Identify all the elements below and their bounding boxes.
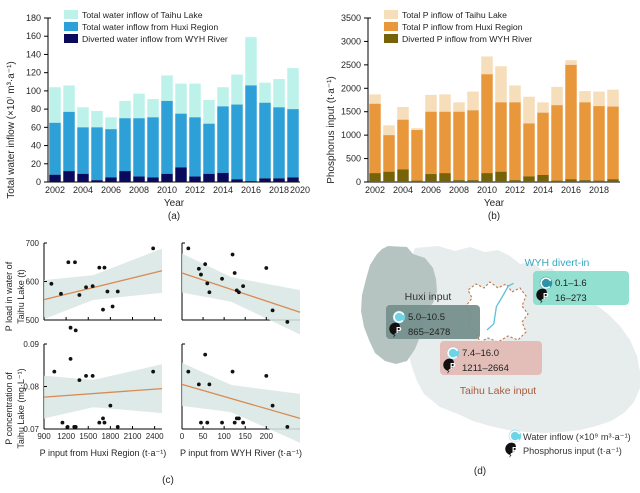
svg-text:Phosphorus input (t·a⁻¹): Phosphorus input (t·a⁻¹) bbox=[326, 76, 337, 184]
svg-text:500: 500 bbox=[346, 154, 361, 164]
svg-text:1500: 1500 bbox=[341, 107, 361, 117]
svg-text:2012: 2012 bbox=[505, 185, 525, 195]
svg-text:(d): (d) bbox=[474, 466, 486, 477]
svg-text:2100: 2100 bbox=[124, 432, 142, 441]
svg-text:2016: 2016 bbox=[241, 185, 261, 195]
svg-text:Water inflow (×10⁹ m³·a⁻¹): Water inflow (×10⁹ m³·a⁻¹) bbox=[523, 432, 631, 442]
svg-text:1500: 1500 bbox=[79, 432, 97, 441]
svg-text:Phosphorus input (t·a⁻¹): Phosphorus input (t·a⁻¹) bbox=[523, 446, 622, 456]
svg-text:600: 600 bbox=[26, 278, 40, 287]
svg-text:80: 80 bbox=[31, 104, 41, 114]
svg-text:20: 20 bbox=[31, 159, 41, 169]
svg-text:2010: 2010 bbox=[477, 185, 497, 195]
svg-text:2014: 2014 bbox=[533, 185, 553, 195]
svg-text:2018: 2018 bbox=[269, 185, 289, 195]
svg-text:Diverted water inflow from WYH: Diverted water inflow from WYH River bbox=[82, 34, 228, 44]
svg-text:160: 160 bbox=[26, 31, 41, 41]
svg-text:P concentration of: P concentration of bbox=[4, 372, 14, 445]
svg-text:2020: 2020 bbox=[290, 185, 310, 195]
svg-text:3000: 3000 bbox=[341, 36, 361, 46]
svg-text:5.0–10.5: 5.0–10.5 bbox=[408, 312, 445, 323]
svg-text:Total water inflow from Huxi R: Total water inflow from Huxi Region bbox=[82, 22, 218, 32]
svg-text:865–2478: 865–2478 bbox=[408, 327, 450, 338]
svg-text:0: 0 bbox=[180, 432, 185, 441]
svg-text:7.4–16.0: 7.4–16.0 bbox=[462, 348, 499, 359]
svg-text:P: P bbox=[450, 362, 456, 371]
svg-text:2014: 2014 bbox=[213, 185, 233, 195]
svg-text:200: 200 bbox=[260, 432, 274, 441]
svg-text:Taihu Lake (mg·L⁻¹): Taihu Lake (mg·L⁻¹) bbox=[16, 368, 26, 448]
svg-text:2500: 2500 bbox=[341, 60, 361, 70]
svg-text:3500: 3500 bbox=[341, 13, 361, 23]
svg-text:900: 900 bbox=[37, 432, 51, 441]
svg-text:140: 140 bbox=[26, 49, 41, 59]
svg-text:Total water inflow (×10⁾ m³·a⁻: Total water inflow (×10⁾ m³·a⁻¹) bbox=[6, 61, 17, 199]
svg-text:2004: 2004 bbox=[393, 185, 413, 195]
svg-text:2004: 2004 bbox=[73, 185, 93, 195]
svg-text:500: 500 bbox=[26, 316, 40, 325]
svg-text:Year: Year bbox=[484, 198, 505, 209]
svg-text:2002: 2002 bbox=[365, 185, 385, 195]
svg-text:40: 40 bbox=[31, 141, 41, 151]
svg-text:Year: Year bbox=[164, 198, 185, 209]
svg-text:Diverted P inflow from WYH Riv: Diverted P inflow from WYH River bbox=[402, 34, 532, 44]
svg-text:Total P inflow of Taihu Lake: Total P inflow of Taihu Lake bbox=[402, 10, 507, 20]
svg-text:2018: 2018 bbox=[589, 185, 609, 195]
svg-text:(c): (c) bbox=[162, 475, 174, 486]
svg-text:(b): (b) bbox=[488, 211, 500, 222]
svg-text:100: 100 bbox=[26, 86, 41, 96]
svg-text:120: 120 bbox=[26, 68, 41, 78]
svg-text:P: P bbox=[512, 446, 518, 455]
svg-text:150: 150 bbox=[239, 432, 253, 441]
svg-text:2006: 2006 bbox=[101, 185, 121, 195]
svg-text:Total water inflow of Taihu La: Total water inflow of Taihu Lake bbox=[82, 10, 203, 20]
svg-text:Huxi input: Huxi input bbox=[405, 291, 452, 303]
svg-text:0: 0 bbox=[36, 177, 41, 187]
svg-text:2006: 2006 bbox=[421, 185, 441, 195]
svg-text:2000: 2000 bbox=[341, 83, 361, 93]
svg-text:700: 700 bbox=[26, 239, 40, 248]
svg-text:Total P inflow from Huxi Regio: Total P inflow from Huxi Region bbox=[402, 22, 523, 32]
svg-text:60: 60 bbox=[31, 122, 41, 132]
svg-text:2012: 2012 bbox=[185, 185, 205, 195]
svg-text:1000: 1000 bbox=[341, 130, 361, 140]
svg-text:2400: 2400 bbox=[146, 432, 164, 441]
svg-text:1200: 1200 bbox=[57, 432, 75, 441]
svg-text:0: 0 bbox=[356, 177, 361, 187]
svg-text:0.1–1.6: 0.1–1.6 bbox=[555, 278, 587, 289]
svg-text:2008: 2008 bbox=[129, 185, 149, 195]
svg-text:P: P bbox=[543, 292, 549, 301]
svg-text:100: 100 bbox=[217, 432, 231, 441]
svg-text:2002: 2002 bbox=[45, 185, 65, 195]
svg-text:P load in water of: P load in water of bbox=[4, 261, 14, 331]
svg-text:2008: 2008 bbox=[449, 185, 469, 195]
svg-text:P: P bbox=[396, 326, 402, 335]
svg-text:Taihu Lake input: Taihu Lake input bbox=[460, 385, 537, 397]
svg-text:P input from Huxi Region (t·a⁻: P input from Huxi Region (t·a⁻¹) bbox=[40, 448, 167, 458]
svg-text:2010: 2010 bbox=[157, 185, 177, 195]
svg-text:WYH divert-in: WYH divert-in bbox=[525, 257, 590, 269]
svg-text:16–273: 16–273 bbox=[555, 293, 587, 304]
svg-text:2016: 2016 bbox=[561, 185, 581, 195]
svg-text:(a): (a) bbox=[168, 211, 180, 222]
svg-text:P input from WYH River (t·a⁻¹): P input from WYH River (t·a⁻¹) bbox=[180, 448, 302, 458]
svg-text:50: 50 bbox=[199, 432, 208, 441]
svg-text:1211–2664: 1211–2664 bbox=[462, 363, 509, 374]
svg-text:0.09: 0.09 bbox=[23, 340, 39, 349]
svg-text:180: 180 bbox=[26, 13, 41, 23]
svg-text:1800: 1800 bbox=[101, 432, 119, 441]
svg-text:Taihu Lake (t): Taihu Lake (t) bbox=[16, 269, 26, 324]
